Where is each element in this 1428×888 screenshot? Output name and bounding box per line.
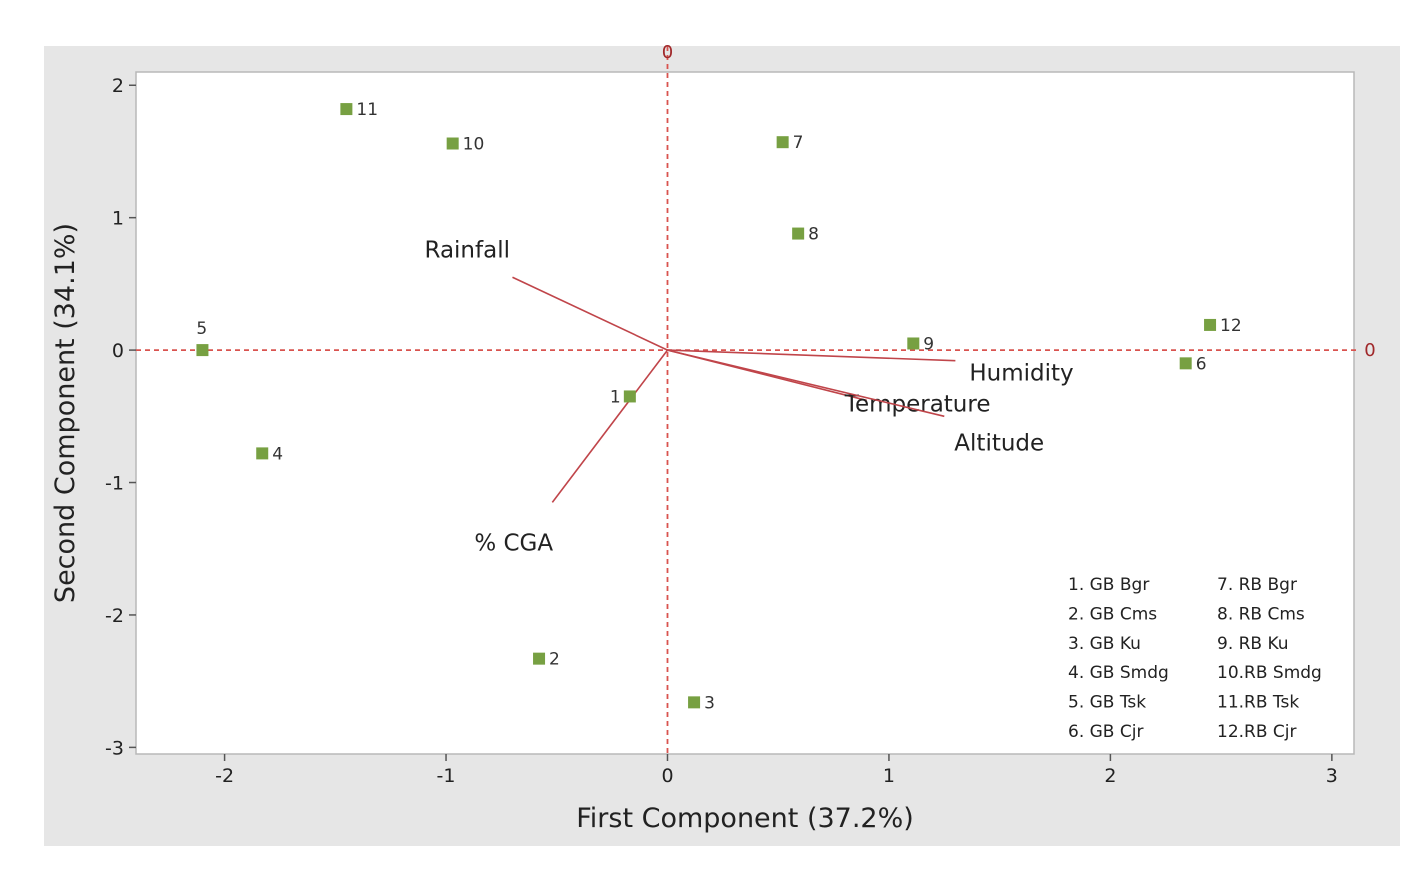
score-point <box>533 652 546 665</box>
legend-entry: 6. GB Cjr <box>1068 722 1143 742</box>
legend-entry: 3. GB Ku <box>1068 634 1141 654</box>
loading-vectors: Rainfall Humidity Temperature Altitude % CGA <box>424 237 1073 556</box>
legend-entry: 11.RB Tsk <box>1217 693 1299 713</box>
y-tick-label: 1 <box>112 208 124 230</box>
score-point <box>446 137 459 150</box>
point-label: 5 <box>196 319 207 339</box>
score-point <box>256 447 269 460</box>
legend: 1. GB Bgr 2. GB Cms 3. GB Ku 4. GB Smdg 5. G… <box>1068 575 1322 742</box>
x-tick-label: 1 <box>883 765 895 787</box>
legend-entry: 7. RB Bgr <box>1217 575 1297 595</box>
point-label: 4 <box>272 444 283 464</box>
ref-label-vertical: 0 <box>662 42 673 63</box>
loading-vector <box>667 349 945 418</box>
y-tick-label: -1 <box>105 473 124 495</box>
score-point <box>907 337 920 350</box>
legend-entry: 10.RB Smdg <box>1217 663 1322 683</box>
point-label: 1 <box>610 387 621 407</box>
loading-vector <box>551 349 669 503</box>
y-axis-title: Second Component (34.1%) <box>50 223 81 603</box>
point-label: 6 <box>1196 354 1207 374</box>
point-label: 7 <box>793 133 804 153</box>
point-label: 3 <box>704 693 715 713</box>
score-point <box>1179 357 1192 370</box>
score-point <box>1204 318 1217 331</box>
y-tick-label: 2 <box>112 75 124 97</box>
legend-entry: 5. GB Tsk <box>1068 693 1146 713</box>
x-axis-title: First Component (37.2%) <box>576 803 914 834</box>
ref-label-horizontal: 0 <box>1364 340 1375 361</box>
y-tick-label: 0 <box>112 340 124 362</box>
x-tick-label: 2 <box>1104 765 1116 787</box>
vector-label: Altitude <box>954 430 1044 456</box>
y-tick-label: -3 <box>105 737 124 759</box>
score-point <box>776 136 789 149</box>
vector-label: Humidity <box>969 361 1073 387</box>
legend-entry: 9. RB Ku <box>1217 634 1289 654</box>
score-point <box>340 103 353 116</box>
reference-lines: 00 <box>136 42 1376 754</box>
point-label: 12 <box>1220 316 1242 336</box>
score-point <box>623 390 636 403</box>
vector-label: Rainfall <box>424 237 510 263</box>
legend-entry: 2. GB Cms <box>1068 604 1157 624</box>
vector-label: % CGA <box>474 530 553 556</box>
loading-vector <box>512 276 668 351</box>
y-tick-label: -2 <box>105 605 124 627</box>
loading-vector <box>667 349 956 362</box>
score-point <box>196 344 209 357</box>
legend-entry: 4. GB Smdg <box>1068 663 1169 683</box>
point-label: 11 <box>356 100 378 120</box>
plot-area <box>135 71 1355 755</box>
x-tick-label: -2 <box>215 765 234 787</box>
legend-entry: 8. RB Cms <box>1217 604 1305 624</box>
legend-entry: 1. GB Bgr <box>1068 575 1149 595</box>
point-label: 8 <box>808 225 819 245</box>
legend-entry: 12.RB Cjr <box>1217 722 1297 742</box>
point-label: 10 <box>463 135 485 155</box>
score-point <box>792 227 805 240</box>
x-tick-label: -1 <box>437 765 456 787</box>
point-label: 9 <box>923 334 934 354</box>
vector-label: Temperature <box>844 391 991 417</box>
score-point <box>688 696 701 709</box>
x-tick-label: 0 <box>661 765 673 787</box>
point-label: 2 <box>549 650 560 670</box>
x-tick-label: 3 <box>1326 765 1338 787</box>
